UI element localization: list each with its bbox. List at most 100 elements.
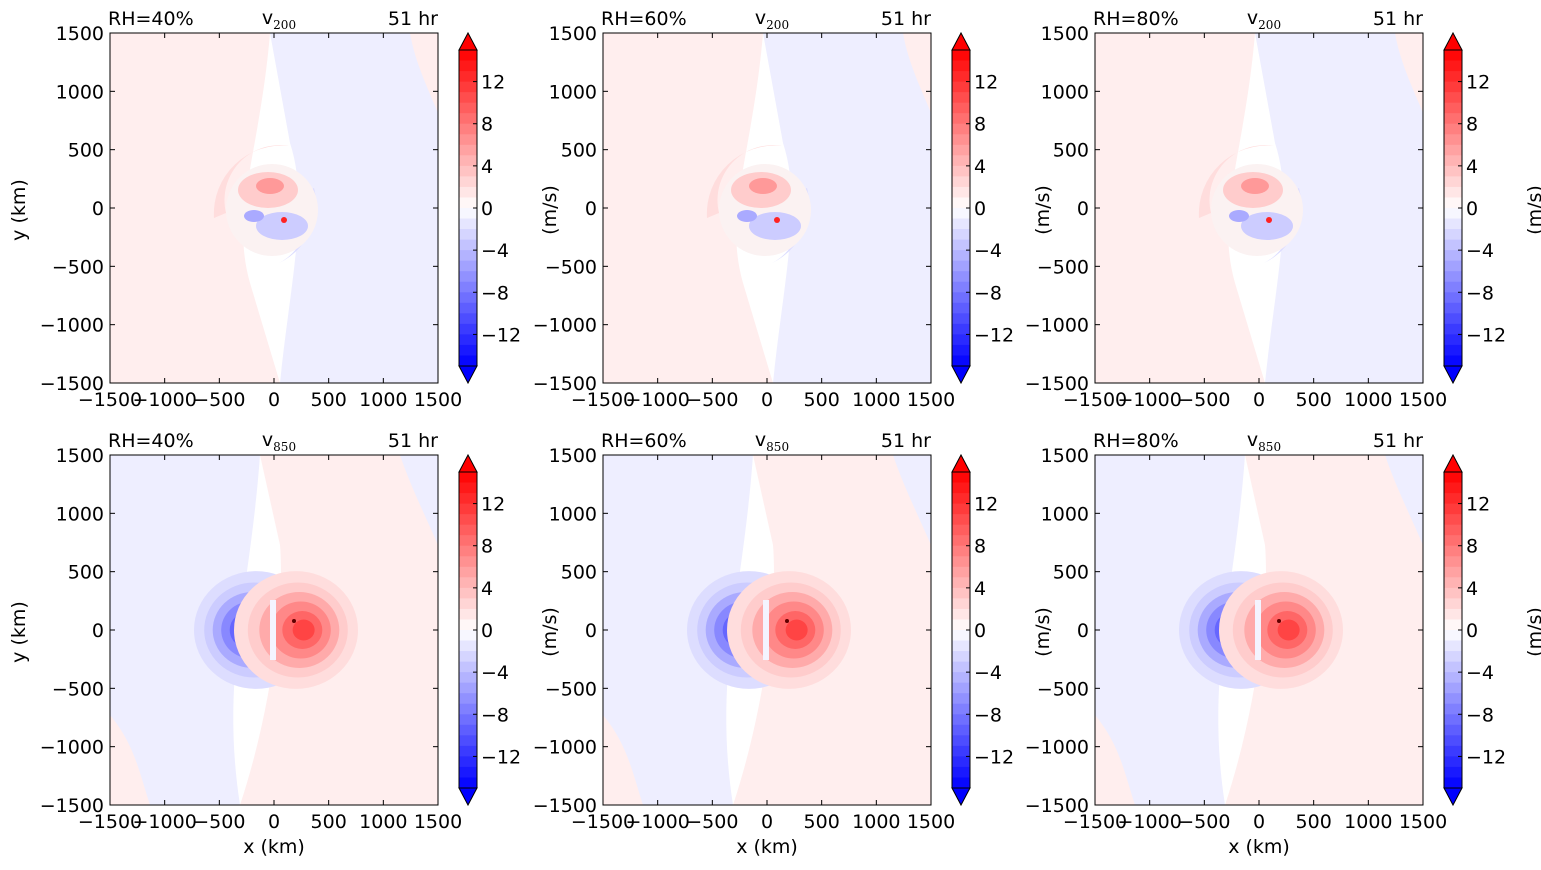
colorbar-level — [1444, 724, 1462, 736]
y-tick-label: 1000 — [1041, 503, 1089, 525]
x-tick-label: 500 — [804, 389, 840, 411]
pressure-level-subscript: 200 — [273, 18, 296, 32]
core-negative-cell — [1229, 210, 1249, 222]
colorbar-level — [1444, 682, 1462, 694]
panel-title-rh: RH=40% — [108, 430, 194, 452]
positive-lobe-contour — [292, 619, 315, 641]
eye-wall — [1255, 600, 1261, 660]
x-tick-label: 1000 — [1344, 811, 1392, 833]
weak-negative-region — [270, 33, 438, 383]
colorbar: 12 8 4 0 −4 −8 −12 (m/s) — [951, 31, 1054, 385]
colorbar-level — [459, 186, 477, 199]
colorbar-level — [1444, 229, 1462, 241]
colorbar-level — [1444, 81, 1462, 93]
x-tick-label: 1500 — [907, 811, 955, 833]
colorbar-level — [459, 766, 477, 779]
colorbar-level — [1444, 102, 1462, 114]
colorbar-level — [459, 60, 477, 72]
x-tick-label: 500 — [311, 389, 347, 411]
colorbar-level — [1444, 777, 1462, 789]
colorbar-level — [459, 640, 477, 652]
panel-title-variable: v850 — [755, 429, 789, 454]
colorbar-level — [952, 535, 970, 547]
panel-v200-60rh: −1500−1000−500 0 500 1000 1500150010005000−5… — [533, 8, 1054, 411]
colorbar-level — [459, 334, 477, 346]
colorbar-level — [1444, 514, 1462, 526]
x-tick-label: 0 — [268, 389, 280, 411]
field — [1095, 33, 1423, 383]
y-tick-label: −500 — [1037, 678, 1089, 700]
colorbar-level — [459, 239, 477, 251]
core-positive-max — [256, 178, 284, 194]
x-tick-label: −1500 — [78, 389, 142, 411]
colorbar-level — [952, 682, 970, 694]
colorbar-tick-label: 12 — [1466, 72, 1490, 94]
colorbar-level — [952, 735, 970, 747]
colorbar-level — [459, 535, 477, 547]
colorbar-extend-min — [458, 787, 478, 807]
colorbar-level — [952, 134, 970, 146]
colorbar-extend-max — [1443, 31, 1463, 51]
y-tick-label: −1500 — [1025, 795, 1089, 817]
colorbar-unit-label: (m/s) — [539, 607, 561, 657]
colorbar-level — [459, 514, 477, 526]
colorbar-level — [1444, 281, 1462, 293]
colorbar-level — [459, 703, 477, 715]
colorbar-level — [952, 260, 970, 272]
colorbar-extend-max — [1443, 453, 1463, 473]
colorbar-level — [459, 524, 477, 536]
colorbar-level — [952, 777, 970, 789]
y-tick-label: −1000 — [533, 737, 597, 759]
y-tick-label: −1500 — [1025, 373, 1089, 395]
colorbar-level — [1444, 313, 1462, 325]
colorbar-level — [1444, 524, 1462, 536]
y-tick-label: −1000 — [40, 315, 104, 337]
colorbar-level — [1444, 630, 1462, 642]
colorbar-level — [459, 144, 477, 156]
colorbar-tick-label: −12 — [481, 746, 521, 768]
colorbar-tick-label: 12 — [1466, 494, 1490, 516]
colorbar-tick-label: 8 — [1466, 536, 1478, 558]
panel-title-rh: RH=80% — [1093, 430, 1179, 452]
x-tick-label: −500 — [1178, 811, 1230, 833]
colorbar-level — [952, 60, 970, 72]
colorbar-level — [1444, 756, 1462, 768]
colorbar-level — [952, 587, 970, 599]
colorbar-level — [952, 651, 970, 663]
x-tick-label: 1500 — [414, 389, 462, 411]
colorbar-tick-label: 4 — [974, 156, 986, 178]
x-tick-label: −500 — [193, 811, 245, 833]
y-tick-label: 500 — [68, 140, 104, 162]
colorbar-level — [952, 524, 970, 536]
colorbar-level — [952, 661, 970, 673]
field — [110, 33, 438, 383]
variable-symbol: v — [262, 429, 273, 451]
colorbar-tick-label: 4 — [1466, 156, 1478, 178]
y-tick-label: 1500 — [549, 23, 597, 45]
colorbar-level — [952, 113, 970, 125]
positive-lobe-contour — [1277, 619, 1300, 641]
colorbar-level — [952, 745, 970, 757]
colorbar-level — [459, 292, 477, 304]
x-tick-label: −1000 — [626, 389, 690, 411]
colorbar-level — [952, 208, 970, 220]
y-tick-label: −1500 — [533, 373, 597, 395]
colorbar: 12 8 4 0 −4 −8 −12 (m/s) — [1443, 31, 1541, 385]
colorbar-tick-label: −8 — [1466, 704, 1494, 726]
colorbar-level — [952, 250, 970, 262]
x-tick-label: −1500 — [1063, 811, 1127, 833]
pressure-level-subscript: 850 — [766, 440, 789, 454]
y-tick-label: −1000 — [1025, 315, 1089, 337]
panel-title-time: 51 hr — [1373, 430, 1423, 452]
colorbar: 12 8 4 0 −4 −8 −12 (m/s) — [458, 453, 561, 807]
field — [603, 33, 931, 383]
x-tick-label: −500 — [1178, 389, 1230, 411]
x-tick-label: 0 — [268, 811, 280, 833]
colorbar-level — [1444, 134, 1462, 146]
colorbar-level — [1444, 250, 1462, 262]
colorbar-tick-label: 0 — [481, 198, 493, 220]
colorbar-level — [952, 92, 970, 104]
panel-v850-80rh: −1500−1000−500 0 500 1000 1500150010005000−5… — [1025, 430, 1541, 858]
colorbar-extend-min — [458, 365, 478, 385]
colorbar-level — [459, 577, 477, 589]
